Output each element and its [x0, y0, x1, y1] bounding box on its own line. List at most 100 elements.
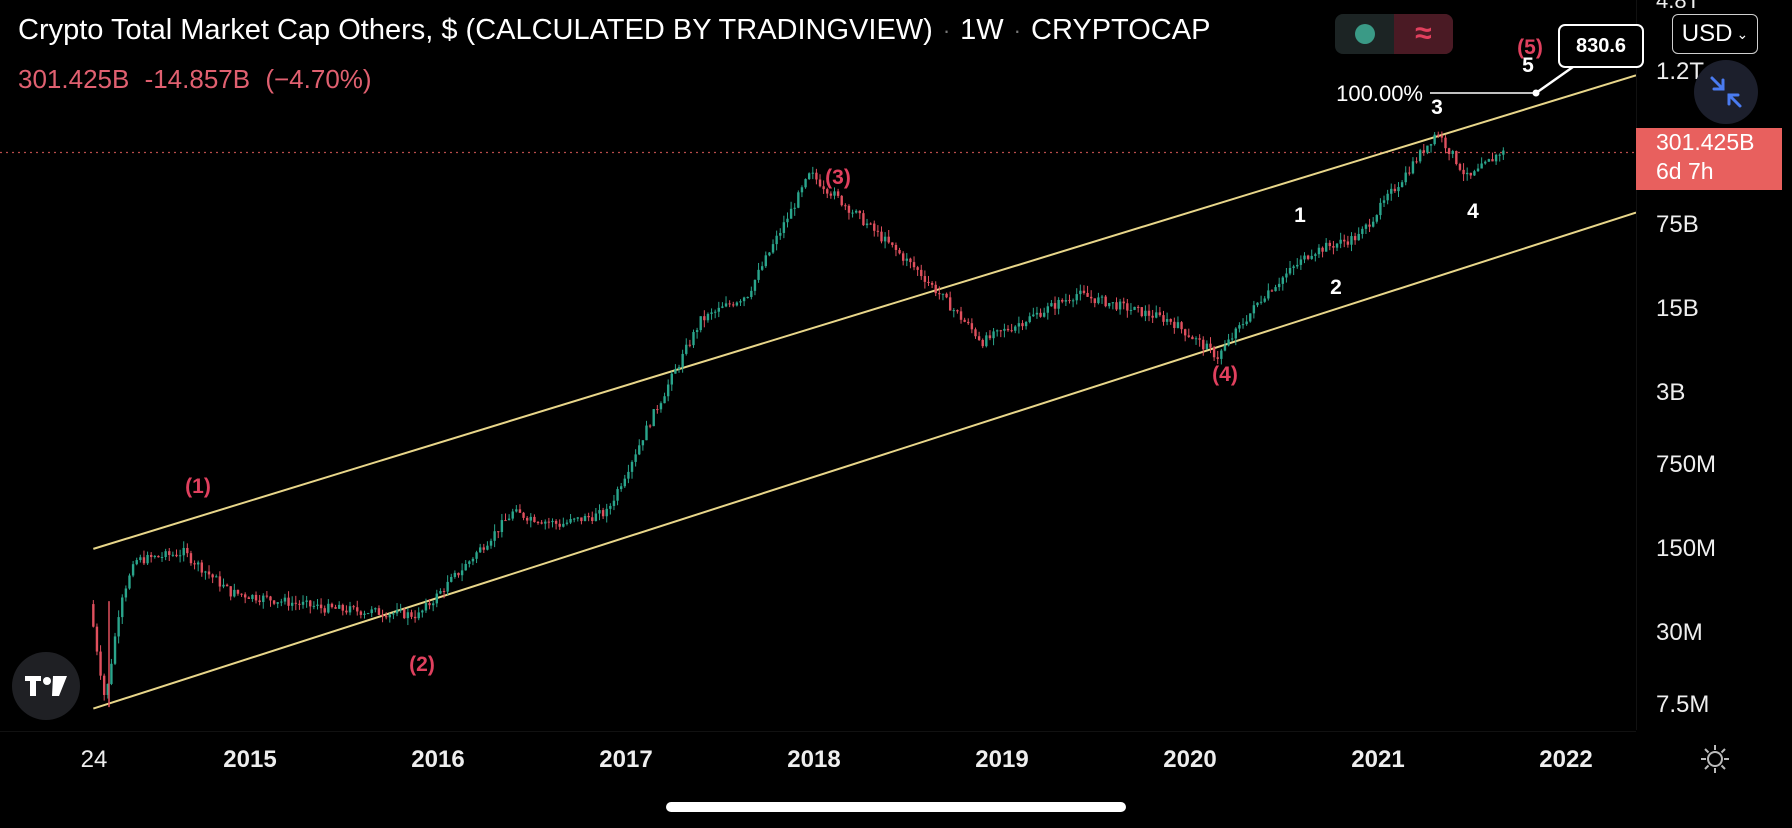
candle-body	[981, 339, 984, 347]
gear-icon[interactable]	[1698, 742, 1732, 776]
candle-body	[1487, 159, 1491, 162]
chart-interval[interactable]: 1W	[960, 14, 1004, 46]
candle-body	[370, 609, 373, 614]
candle-body	[518, 509, 522, 513]
candle-body	[178, 555, 182, 557]
candle-body	[1498, 154, 1501, 156]
candle-body	[475, 552, 478, 559]
collapse-button[interactable]	[1694, 60, 1758, 124]
candle-body	[833, 191, 836, 196]
chart-canvas[interactable]: (1) (2) (3) (4) (5) 1 2 3 4 5 100.00%	[0, 0, 1636, 730]
candle-body	[446, 581, 449, 592]
candle-body	[319, 604, 323, 609]
candle-body	[609, 505, 612, 509]
candle-body	[377, 608, 381, 615]
collapse-arrows-icon	[1710, 76, 1742, 108]
candle-body	[656, 409, 659, 411]
candle-body	[612, 500, 616, 506]
candle-body	[797, 192, 800, 208]
price-axis-tick-top: 4.8T	[1656, 0, 1701, 13]
candle-body	[1198, 338, 1201, 340]
price-axis-tick: 15B	[1656, 294, 1699, 322]
time-axis[interactable]	[0, 731, 1636, 784]
time-axis-tick: 2017	[599, 746, 653, 773]
candle-body	[1447, 148, 1451, 154]
candle-body	[222, 584, 225, 587]
chart-exchange: CRYPTOCAP	[1031, 14, 1211, 46]
candle-body	[200, 562, 203, 573]
candle-body	[757, 269, 760, 280]
time-axis-tick: 2016	[411, 746, 465, 773]
channel-line-lower	[93, 211, 1636, 710]
market-status-toggle[interactable]	[1335, 14, 1394, 54]
candle-body	[659, 403, 663, 410]
candle-body	[1115, 302, 1118, 310]
candle-body	[789, 208, 793, 219]
indicator-toggle[interactable]: ≈	[1335, 14, 1453, 54]
candle-body	[1429, 144, 1433, 146]
candle-body	[1071, 300, 1075, 302]
candle-body	[847, 205, 851, 213]
candle-body	[901, 253, 905, 261]
candle-body	[124, 588, 128, 598]
candle-body	[811, 172, 814, 174]
price-axis-tick: 75B	[1656, 210, 1699, 238]
candle-body	[1064, 300, 1068, 302]
candle-body	[193, 563, 196, 565]
target-callout[interactable]: 830.6	[1558, 24, 1644, 68]
candle-body	[945, 293, 948, 298]
candle-body	[1093, 298, 1096, 304]
candle-body	[457, 572, 460, 576]
candle-body	[739, 301, 742, 303]
candle-body	[421, 610, 424, 613]
chart-plot-area[interactable]: (1) (2) (3) (4) (5) 1 2 3 4 5 100.00%	[0, 0, 1636, 730]
candle-body	[106, 683, 109, 695]
candle-body	[912, 262, 916, 268]
candle-body	[110, 663, 113, 684]
candle-body	[1061, 299, 1064, 302]
candle-body	[1473, 171, 1476, 176]
candle-body	[779, 232, 782, 236]
candle-body	[1245, 321, 1248, 325]
candle-body	[160, 557, 164, 559]
candle-body	[793, 207, 796, 209]
candle-body	[1220, 350, 1223, 359]
candle-body	[562, 523, 565, 527]
price-axis-tick: 750M	[1656, 450, 1717, 478]
candle-body	[290, 602, 294, 606]
candle-body	[1014, 326, 1017, 331]
home-indicator[interactable]	[666, 802, 1126, 812]
candle-body	[869, 223, 872, 225]
candle-body	[1133, 306, 1136, 310]
candle-body	[977, 336, 981, 340]
candle-body	[1104, 296, 1107, 307]
indicator-wave-toggle[interactable]: ≈	[1394, 14, 1453, 54]
candle-body	[1238, 325, 1241, 329]
title-separator: ·	[1013, 17, 1021, 43]
candle-body	[424, 603, 428, 611]
candle-body	[95, 626, 99, 652]
candle-body	[905, 258, 908, 261]
candle-body	[1111, 302, 1115, 304]
candle-body	[1162, 315, 1165, 322]
candle-body	[182, 547, 185, 556]
candle-body	[135, 560, 138, 565]
candle-body	[753, 279, 757, 291]
candle-body	[352, 606, 355, 608]
candle-body	[956, 310, 959, 312]
candle-body	[1408, 172, 1411, 174]
tradingview-logo[interactable]	[12, 652, 80, 720]
candle-body	[233, 589, 236, 597]
candle-body	[569, 519, 572, 523]
candle-body	[121, 597, 124, 618]
currency-select[interactable]: USD ⌄	[1672, 14, 1758, 54]
wave-label: (1)	[185, 475, 211, 498]
candle-body	[677, 367, 681, 370]
candle-body	[645, 425, 648, 441]
candle-body	[507, 518, 511, 521]
candle-body	[572, 518, 576, 520]
candle-body	[807, 173, 811, 180]
time-axis-tick: 2021	[1351, 746, 1405, 773]
candle-body	[1306, 255, 1310, 259]
candle-body	[218, 576, 222, 587]
